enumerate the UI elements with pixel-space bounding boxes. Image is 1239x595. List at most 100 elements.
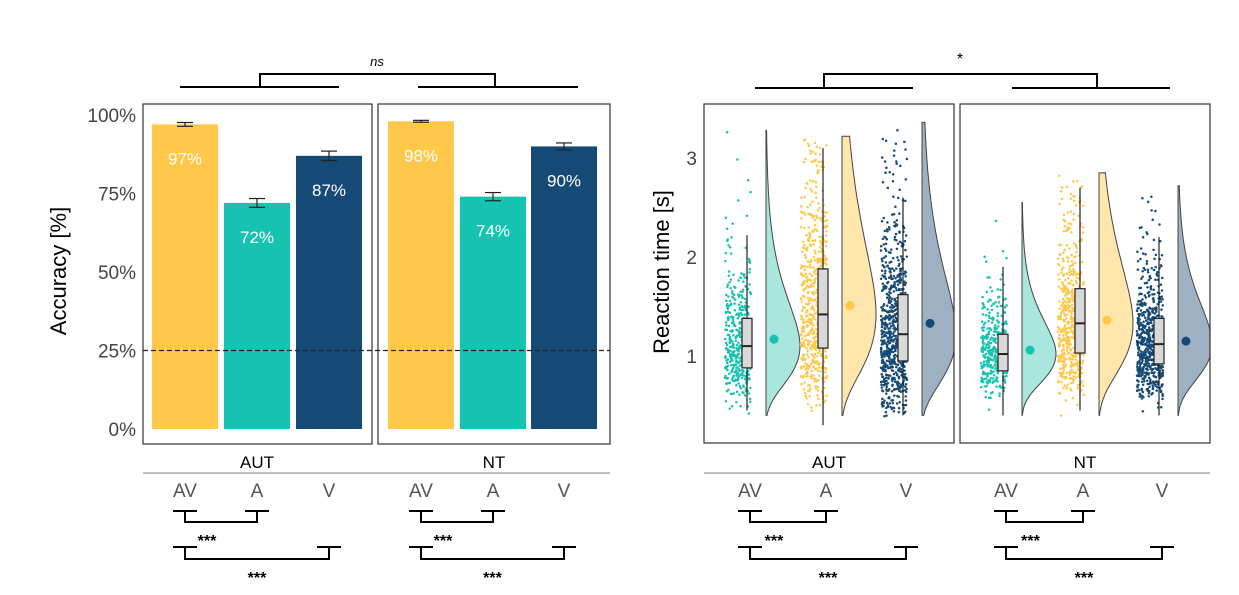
rt-data-point	[1000, 314, 1003, 318]
rt-data-point	[1155, 273, 1158, 276]
rt-data-point	[893, 282, 896, 286]
rt-data-point	[809, 331, 812, 334]
rt-data-point	[1061, 367, 1064, 370]
rt-data-point	[889, 350, 893, 353]
rt-data-point	[883, 318, 887, 321]
rt-data-point	[893, 149, 896, 152]
rt-data-point	[814, 291, 818, 295]
rt-data-point	[1159, 239, 1162, 243]
rt-data-point	[992, 339, 996, 343]
rt-data-point	[1066, 300, 1070, 304]
rt-data-point	[814, 299, 817, 302]
rt-data-point	[823, 261, 827, 265]
rt-facet-label-nt: NT	[1074, 453, 1097, 472]
rt-data-point	[1071, 295, 1075, 299]
rt-data-point	[996, 311, 999, 315]
rt-data-point	[980, 320, 984, 324]
rt-data-point	[1073, 371, 1076, 375]
accuracy-facet-label-nt: NT	[483, 453, 506, 472]
rt-data-point	[1082, 393, 1085, 397]
rt-data-point	[734, 357, 737, 360]
rt-panel-content-aut	[723, 121, 954, 426]
rt-data-point	[815, 164, 819, 168]
accuracy-chart: ns Accuracy [%] 0% 25% 50% 75% 100% 97% 72% 87…	[46, 54, 611, 587]
bracket-body	[184, 547, 330, 560]
rt-series-nt-v	[1135, 185, 1210, 416]
rt-data-point	[984, 314, 988, 317]
rt-data-point	[893, 376, 896, 380]
rt-data-point	[729, 286, 733, 290]
rt-data-point	[883, 247, 887, 250]
rt-data-point	[890, 346, 894, 349]
rt-data-point	[994, 300, 997, 304]
rt-data-point	[905, 387, 908, 391]
rt-data-point	[1147, 326, 1151, 329]
rt-data-point	[1159, 297, 1162, 300]
rt-panel-nt	[959, 103, 1211, 444]
rt-data-point	[887, 387, 891, 391]
rt-data-point	[1147, 340, 1150, 343]
rt-data-point	[898, 188, 901, 192]
rt-data-point	[983, 348, 987, 352]
rt-data-point	[897, 264, 900, 268]
rt-data-point	[738, 331, 741, 335]
rt-data-point	[813, 218, 817, 222]
accuracy-bar-aut-v	[296, 155, 362, 429]
rt-data-point	[1069, 222, 1073, 226]
rt-data-point	[1067, 306, 1071, 309]
rt-data-point	[1070, 253, 1073, 257]
rt-data-point	[1137, 327, 1141, 330]
rt-data-point	[732, 273, 735, 277]
rt-data-point	[980, 367, 983, 370]
rt-data-point	[1140, 303, 1143, 306]
rt-data-point	[882, 304, 885, 308]
rt-data-point	[1074, 255, 1077, 258]
rt-data-point	[1061, 370, 1065, 374]
rt-data-point	[890, 339, 893, 342]
rt-data-point	[1143, 310, 1147, 314]
rt-data-point	[988, 276, 991, 279]
rt-data-point	[724, 355, 727, 358]
rt-data-point	[1144, 353, 1147, 357]
rt-data-point	[728, 246, 732, 249]
rt-data-point	[749, 386, 752, 390]
accuracy-pair-av-a-label: ***	[198, 533, 217, 550]
rt-data-point	[989, 376, 992, 380]
rt-data-point	[1150, 195, 1153, 199]
rt-data-point	[979, 380, 983, 383]
rt-data-point	[883, 414, 886, 418]
rt-group-significance: *	[957, 51, 963, 68]
rt-data-point	[800, 344, 803, 347]
rt-data-point	[894, 342, 898, 346]
rt-data-point	[1137, 315, 1141, 318]
rt-data-point	[886, 354, 890, 358]
rt-data-point	[1135, 309, 1139, 313]
rt-data-point	[880, 269, 884, 272]
rt-data-point	[814, 191, 818, 195]
rt-data-point	[1141, 409, 1145, 413]
rt-data-point	[891, 310, 895, 313]
rt-data-point	[880, 325, 884, 329]
rt-data-point	[1140, 339, 1144, 342]
rt-data-point	[1073, 354, 1077, 357]
rt-data-point	[806, 314, 809, 318]
rt-data-point	[731, 222, 734, 225]
rt-data-point	[736, 366, 739, 369]
rt-data-point	[996, 314, 1000, 318]
rt-data-point	[803, 253, 807, 257]
rt-pair-av-a-bracket	[738, 510, 838, 523]
rt-data-point	[732, 351, 735, 354]
rt-data-point	[801, 358, 804, 362]
rt-data-point	[809, 298, 812, 301]
rt-data-point	[887, 250, 891, 254]
rt-data-point	[825, 376, 828, 380]
rt-data-point	[891, 314, 894, 318]
rt-y-tick-label: 1	[686, 347, 697, 368]
rt-data-point	[1148, 364, 1151, 368]
rt-mean-point	[1102, 315, 1112, 325]
rt-data-point	[1141, 331, 1144, 334]
rt-data-point	[989, 352, 992, 356]
rt-data-point	[737, 295, 741, 298]
rt-data-point	[1082, 280, 1086, 284]
rt-data-point	[885, 304, 889, 308]
